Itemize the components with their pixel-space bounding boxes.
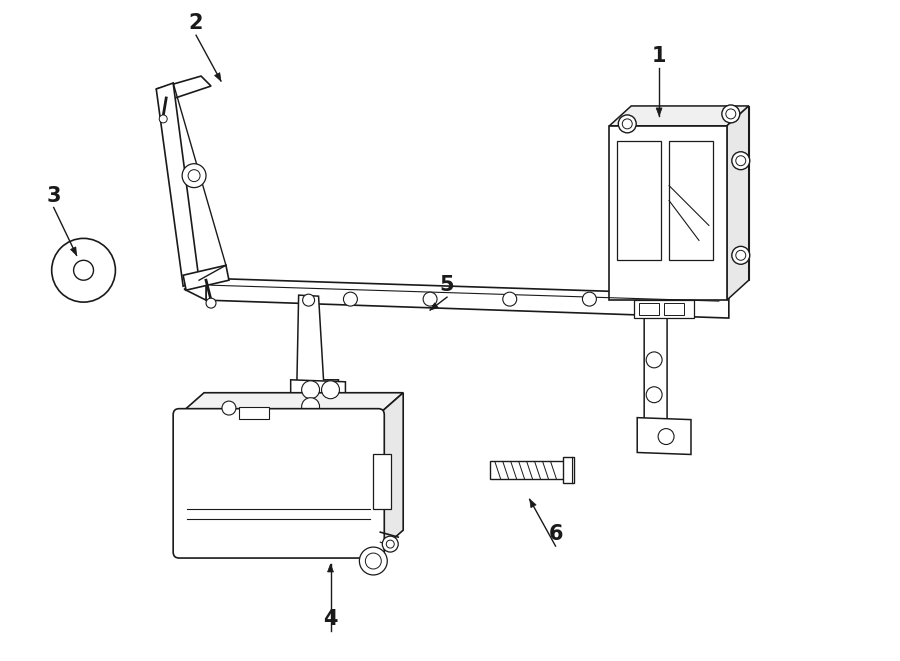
Circle shape xyxy=(321,381,339,399)
Circle shape xyxy=(182,164,206,188)
Circle shape xyxy=(725,109,736,119)
Polygon shape xyxy=(206,278,729,318)
Text: 3: 3 xyxy=(47,186,61,206)
Circle shape xyxy=(732,152,750,170)
Polygon shape xyxy=(65,249,103,292)
Polygon shape xyxy=(637,418,691,455)
Polygon shape xyxy=(179,393,403,414)
Polygon shape xyxy=(378,393,403,552)
Circle shape xyxy=(582,292,597,306)
Polygon shape xyxy=(328,564,334,572)
Circle shape xyxy=(302,381,319,399)
Polygon shape xyxy=(297,295,338,410)
Circle shape xyxy=(302,398,319,416)
Polygon shape xyxy=(530,499,536,508)
Bar xyxy=(664,303,684,315)
Text: 4: 4 xyxy=(323,609,338,629)
Circle shape xyxy=(359,547,387,575)
Polygon shape xyxy=(214,73,221,81)
Circle shape xyxy=(159,115,167,123)
Bar xyxy=(609,126,727,300)
Bar xyxy=(669,141,713,260)
Bar xyxy=(238,407,269,418)
Circle shape xyxy=(503,292,517,306)
Polygon shape xyxy=(157,76,211,101)
Circle shape xyxy=(344,292,357,306)
Circle shape xyxy=(188,170,200,182)
Bar xyxy=(639,303,659,315)
Circle shape xyxy=(423,292,437,306)
Circle shape xyxy=(302,294,315,306)
Circle shape xyxy=(51,239,115,302)
Text: 6: 6 xyxy=(548,524,562,544)
Circle shape xyxy=(222,401,236,415)
FancyBboxPatch shape xyxy=(173,408,384,558)
Circle shape xyxy=(646,352,662,368)
Circle shape xyxy=(206,298,216,308)
Polygon shape xyxy=(291,380,346,414)
Polygon shape xyxy=(631,106,749,280)
Circle shape xyxy=(736,251,746,260)
Circle shape xyxy=(382,536,398,552)
Text: 1: 1 xyxy=(652,46,666,66)
Circle shape xyxy=(732,247,750,264)
Bar xyxy=(490,461,564,479)
Circle shape xyxy=(658,428,674,444)
Circle shape xyxy=(618,115,636,133)
Circle shape xyxy=(386,540,394,548)
Bar xyxy=(634,300,694,318)
Polygon shape xyxy=(656,108,662,116)
Circle shape xyxy=(622,119,632,129)
Text: 2: 2 xyxy=(189,13,203,33)
Circle shape xyxy=(365,553,382,569)
Polygon shape xyxy=(644,307,684,449)
Polygon shape xyxy=(609,106,749,126)
Polygon shape xyxy=(70,247,77,255)
Polygon shape xyxy=(157,83,199,286)
Polygon shape xyxy=(727,106,749,300)
Polygon shape xyxy=(184,278,206,300)
Circle shape xyxy=(736,156,746,166)
Bar xyxy=(617,141,662,260)
Text: 5: 5 xyxy=(440,275,454,295)
Circle shape xyxy=(646,387,662,403)
Circle shape xyxy=(722,105,740,123)
Polygon shape xyxy=(183,265,229,290)
Polygon shape xyxy=(430,303,438,310)
Circle shape xyxy=(74,260,94,280)
Bar xyxy=(374,455,392,509)
Bar xyxy=(562,457,574,483)
